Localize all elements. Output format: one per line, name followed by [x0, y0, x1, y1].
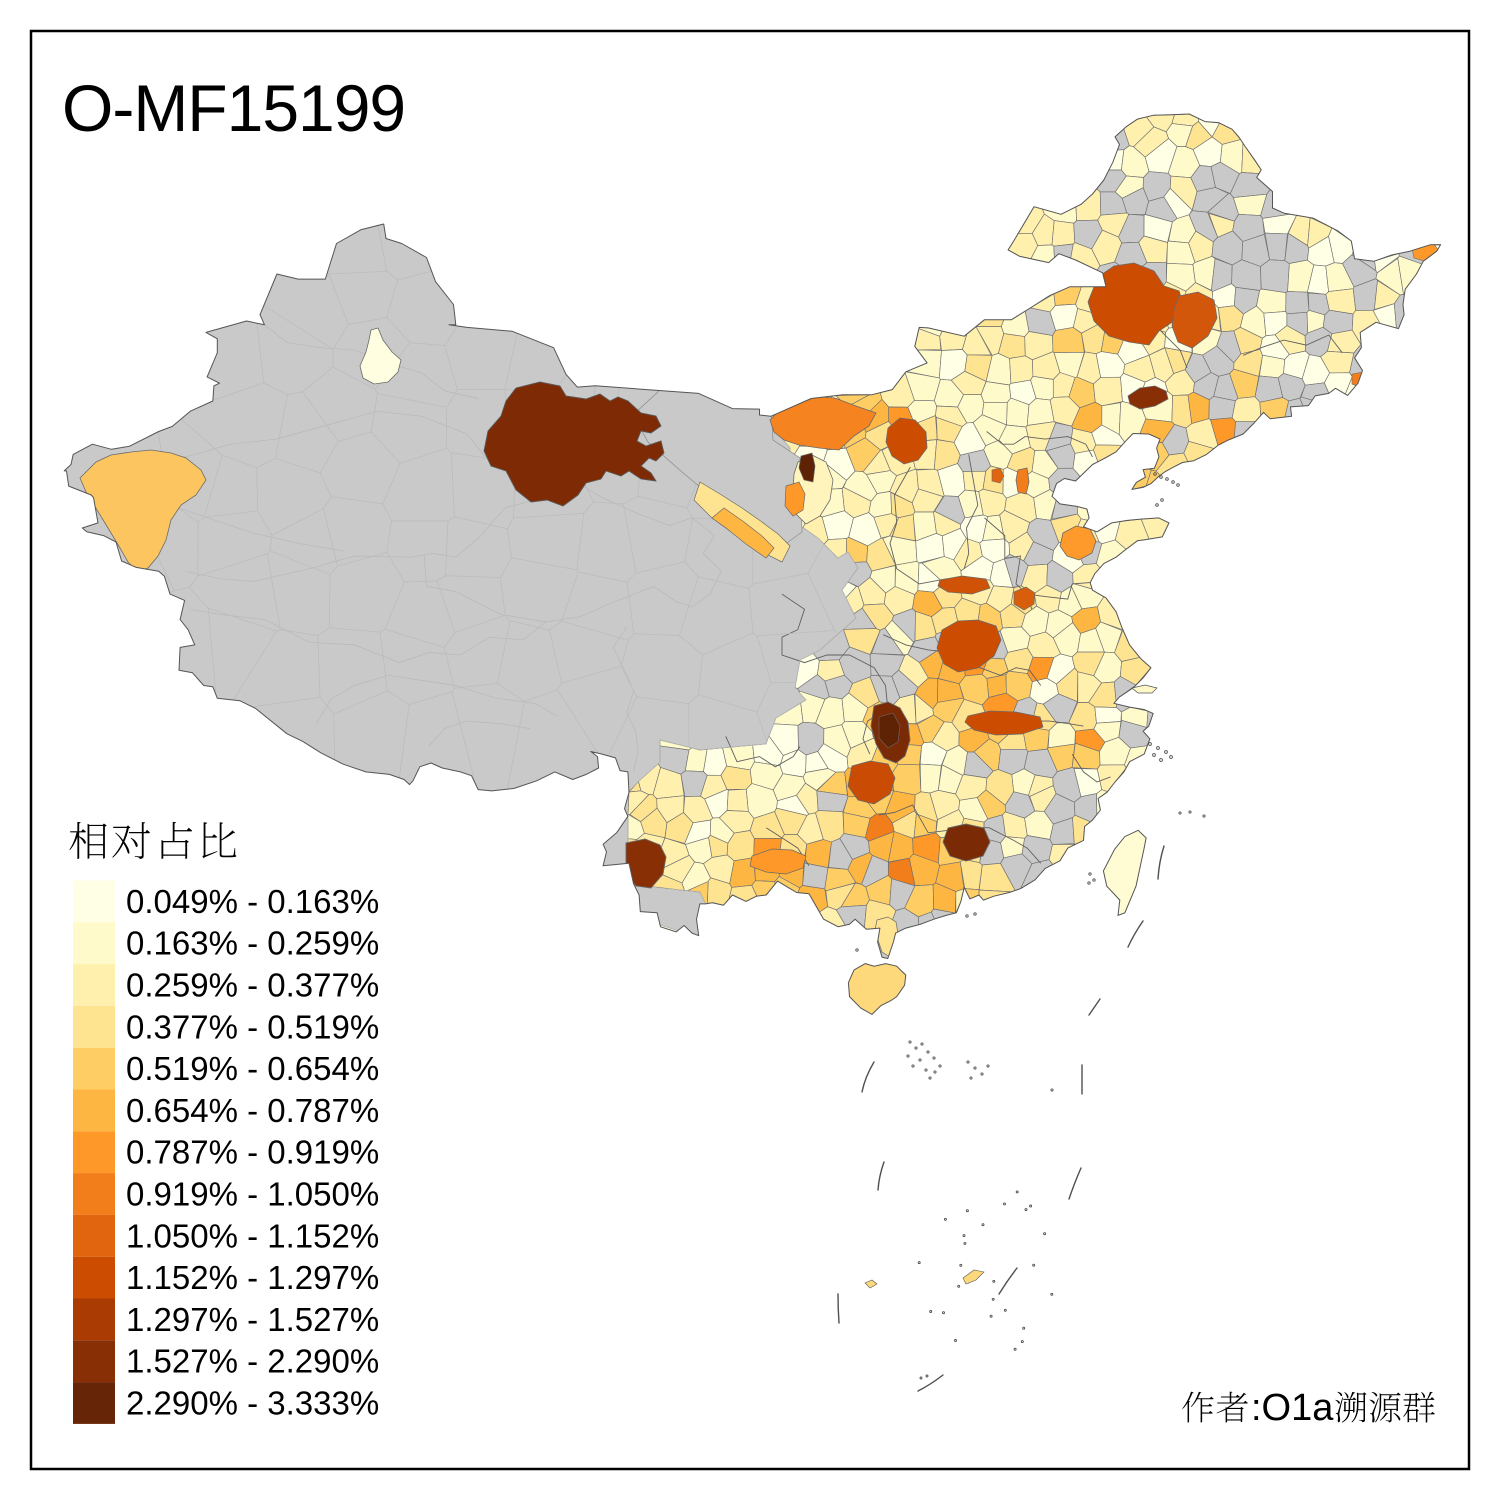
svg-text:O-MF15199: O-MF15199 [62, 71, 405, 145]
svg-text:0.377% - 0.519%: 0.377% - 0.519% [126, 1008, 379, 1045]
svg-text:1.152% - 1.297%: 1.152% - 1.297% [126, 1259, 379, 1296]
svg-text:2.290% - 3.333%: 2.290% - 3.333% [126, 1385, 379, 1422]
svg-text:0.654% - 0.787%: 0.654% - 0.787% [126, 1092, 379, 1129]
svg-text:1.050% - 1.152%: 1.050% - 1.152% [126, 1217, 379, 1254]
svg-text:0.049% - 0.163%: 0.049% - 0.163% [126, 883, 379, 920]
svg-text:1.297% - 1.527%: 1.297% - 1.527% [126, 1301, 379, 1338]
svg-text:0.259% - 0.377%: 0.259% - 0.377% [126, 967, 379, 1004]
svg-text:0.787% - 0.919%: 0.787% - 0.919% [126, 1134, 379, 1171]
svg-text:0.519% - 0.654%: 0.519% - 0.654% [126, 1050, 379, 1087]
svg-text:1.527% - 2.290%: 1.527% - 2.290% [126, 1343, 379, 1380]
svg-text:0.163% - 0.259%: 0.163% - 0.259% [126, 925, 379, 962]
svg-text:0.919% - 1.050%: 0.919% - 1.050% [126, 1176, 379, 1213]
svg-text::O1a: :O1a [1251, 1387, 1334, 1429]
